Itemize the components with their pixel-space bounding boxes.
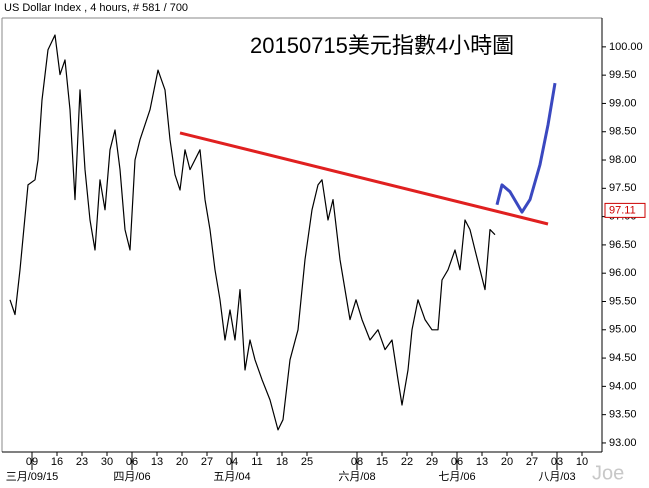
- x-tick-label: 30: [101, 456, 113, 468]
- x-tick-label: 27: [526, 456, 538, 468]
- y-tick-label: 95.00: [609, 324, 637, 336]
- y-tick-label: 99.50: [609, 69, 637, 81]
- chart-title: US Dollar Index , 4 hours, # 581 / 700: [4, 2, 188, 14]
- price-line: [9, 34, 496, 431]
- month-label: 三月/09/15: [6, 471, 59, 483]
- x-tick-label: 11: [251, 456, 262, 468]
- y-tick-label: 94.50: [609, 352, 637, 364]
- y-tick-label: 93.50: [609, 409, 637, 421]
- x-tick-label: 20: [176, 456, 188, 468]
- x-tick-label: 15: [376, 456, 388, 468]
- annotation: 20150715美元指數4小時圖: [250, 33, 514, 58]
- last-price-box: [604, 202, 646, 218]
- x-tick-label: 13: [476, 456, 488, 468]
- month-label: 五月/04: [213, 471, 250, 483]
- x-tick-label: 16: [51, 456, 63, 468]
- last-price-label: 97.11: [609, 204, 636, 216]
- y-tick-label: 98.50: [609, 126, 637, 138]
- month-label: 四月/06: [113, 471, 150, 483]
- x-tick-label: 25: [301, 456, 313, 468]
- y-tick-label: 96.50: [609, 239, 637, 251]
- month-label: 六月/08: [338, 470, 375, 483]
- y-tick-label: 98.00: [609, 154, 637, 166]
- x-tick-label: 27: [201, 456, 213, 468]
- x-tick-label: 20: [501, 456, 513, 468]
- x-tick-label: 13: [151, 456, 163, 468]
- y-tick-label: 97.50: [609, 182, 637, 194]
- watermark: Joe: [592, 462, 624, 484]
- price-line: [495, 82, 557, 214]
- price-line: [179, 131, 549, 226]
- y-tick-label: 94.00: [609, 380, 637, 392]
- x-tick-label: 18: [276, 456, 288, 468]
- x-tick-label: 29: [426, 456, 438, 468]
- y-tick-label: 95.50: [609, 295, 637, 307]
- y-tick-label: 99.00: [609, 97, 637, 109]
- month-label: 七月/06: [438, 470, 475, 483]
- y-tick-label: 93.00: [609, 437, 637, 449]
- y-tick-label: 96.00: [609, 267, 637, 279]
- x-tick-label: 22: [401, 456, 413, 468]
- x-tick-label: 10: [576, 456, 588, 468]
- x-tick-label: 23: [76, 456, 88, 468]
- month-label: 八月/03: [538, 471, 575, 483]
- y-tick-label: 100.00: [609, 41, 643, 53]
